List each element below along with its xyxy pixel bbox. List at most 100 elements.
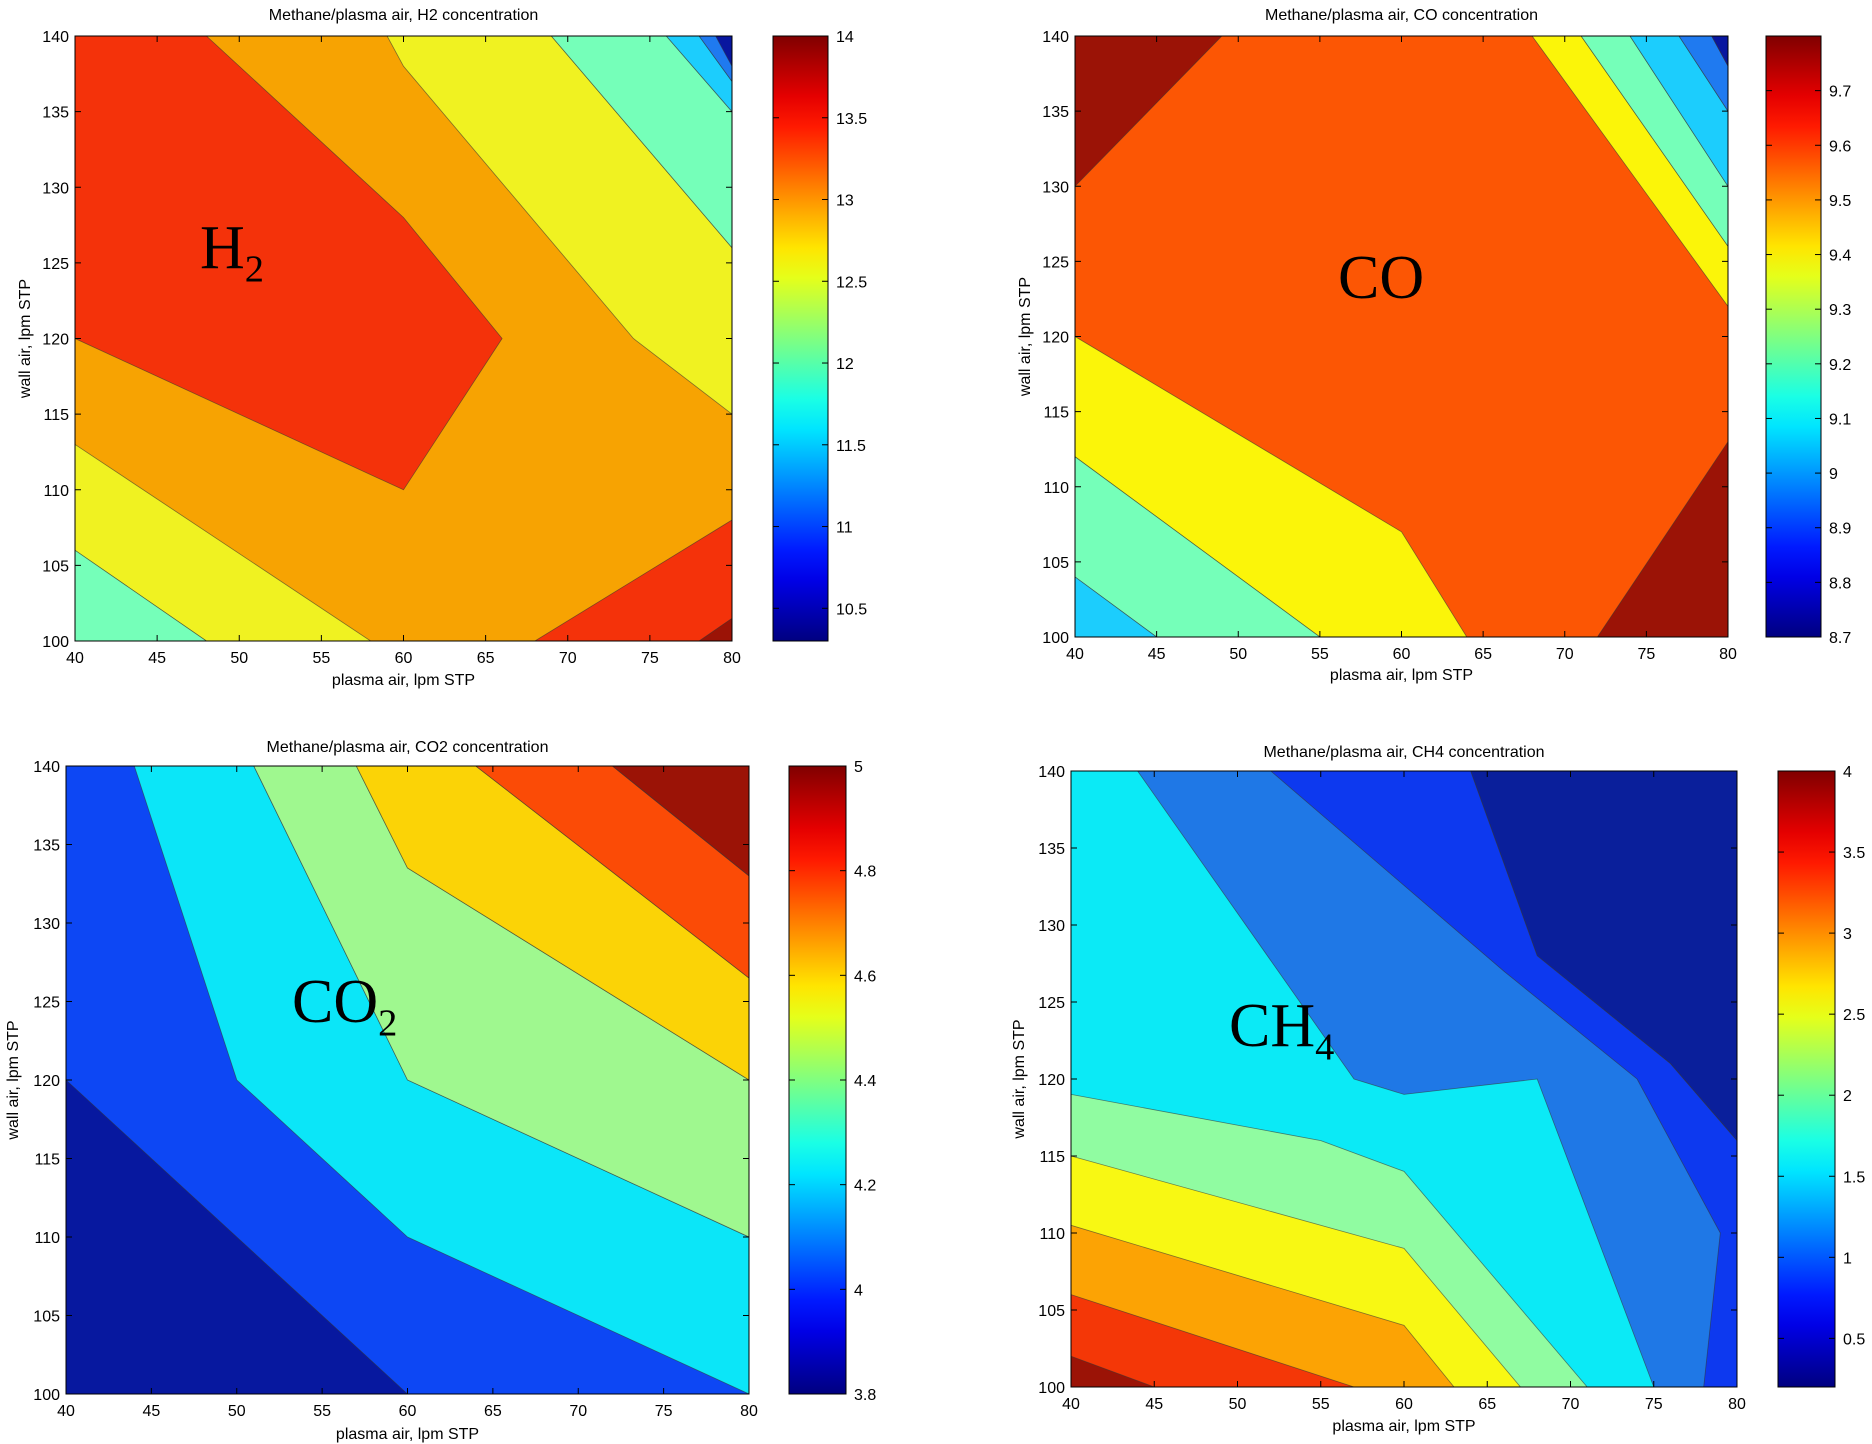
colorbar [1777,770,1836,1388]
x-tick-label: 55 [313,1403,331,1420]
y-tick-label: 135 [42,105,69,122]
x-tick-label: 60 [399,1403,417,1420]
colorbar-tick-label: 5 [854,759,863,776]
x-tick-label: 80 [1728,1396,1746,1413]
y-tick-label: 140 [1042,29,1069,46]
y-tick-label: 130 [33,916,60,933]
contour-region-10 [1711,36,1728,67]
colorbar-tick-label: 12 [836,356,854,373]
contour-region-3 [253,766,749,1238]
x-tick-label: 70 [1556,646,1574,663]
x-tick-label: 60 [395,650,413,667]
y-tick-label: 130 [42,180,69,197]
contour-region-6 [1531,36,1728,308]
y-tick-label: 105 [1038,1303,1065,1320]
x-tick-label: 70 [569,1403,587,1420]
y-tick-label: 100 [33,1387,60,1404]
x-tick-label: 65 [1478,1396,1496,1413]
y-tick-label: 135 [1038,841,1065,858]
x-tick-label: 80 [740,1403,758,1420]
y-tick-label: 110 [1043,480,1069,497]
y-tick-label: 125 [33,995,60,1012]
colorbar-tick-label: 4 [1843,764,1852,781]
colorbar-tick-label: 4.8 [854,864,876,881]
y-axis-label: wall air, lpm STP [5,1020,22,1140]
x-tick-label: 55 [1311,646,1329,663]
species-annotation: H2 [200,214,264,291]
contour-chart-4: 40 45 50 55 60 65 70 75 80 100 105 110 115 120 125 130 1… [1011,744,1865,1435]
contour-region-2 [1270,771,1737,1387]
colorbar-tick-label: 2 [1843,1088,1852,1105]
x-tick-label: 60 [1393,646,1411,663]
y-tick-label: 115 [34,1152,60,1169]
colorbar-tick-label: 0.5 [1843,1331,1865,1348]
colorbar-tick-label: 9.3 [1829,302,1851,319]
colorbar-tick-label: 9.6 [1829,138,1851,155]
y-tick-label: 125 [42,256,69,273]
x-axis-label: plasma air, lpm STP [1332,1418,1475,1435]
y-tick-label: 120 [42,332,69,349]
colorbar-tick-label: 1 [1843,1250,1852,1267]
colorbar-tick-label: 9.1 [1829,411,1851,428]
x-axis-label: plasma air, lpm STP [1330,667,1473,684]
contour-region-7 [1580,36,1728,247]
x-tick-label: 45 [1145,1396,1163,1413]
colorbar-tick-label: 9.4 [1829,248,1851,265]
colorbar-tick-label: 3 [1843,926,1852,943]
colorbar-tick-label: 1.5 [1843,1169,1865,1186]
y-tick-label: 115 [1043,405,1069,422]
y-tick-label: 105 [33,1309,60,1326]
contour-region-1 [1075,36,1223,187]
colorbar-tick-label: 9.5 [1829,193,1851,210]
contour-region-1 [75,36,503,491]
colorbar-tick-label: 9.7 [1829,84,1851,101]
contour-region-4 [1075,456,1321,637]
x-tick-label: 45 [148,650,166,667]
contour-region-2 [1596,440,1728,637]
x-tick-label: 45 [1148,646,1166,663]
y-axis-label: wall air, lpm STP [1011,1019,1028,1139]
y-tick-label: 125 [1042,254,1069,271]
y-tick-label: 120 [33,1073,60,1090]
x-axis-label: plasma air, lpm STP [336,1426,479,1443]
colorbar-tick-label: 8.9 [1829,521,1851,538]
species-annotation: CO [1338,244,1424,312]
y-tick-label: 105 [1042,555,1069,572]
x-tick-label: 50 [1229,1396,1247,1413]
x-axis-label: plasma air, lpm STP [332,672,475,689]
chart-title: Methane/plasma air, H2 concentration [269,7,538,24]
chart-title: Methane/plasma air, CO concentration [1265,7,1538,24]
colorbar-tick-label: 12.5 [836,274,867,291]
x-tick-label: 75 [1645,1396,1663,1413]
contour-region-8 [1071,1355,1155,1387]
y-tick-label: 115 [43,407,69,424]
colorbar-tick-label: 13 [836,193,854,210]
contour-region-4 [355,766,749,1081]
x-tick-label: 75 [641,650,659,667]
x-tick-label: 65 [484,1403,502,1420]
colorbar-tick-label: 2.5 [1843,1007,1865,1024]
x-tick-label: 40 [1062,1396,1080,1413]
x-tick-label: 60 [1395,1396,1413,1413]
y-tick-label: 140 [1038,764,1065,781]
colorbar-tick-label: 3.8 [854,1387,876,1404]
colorbar-tick-label: 9 [1829,466,1838,483]
species-annotation: CO2 [292,968,397,1045]
y-tick-label: 140 [33,759,60,776]
contour-region-9 [1678,36,1728,112]
x-tick-label: 50 [1229,646,1247,663]
contour-region-5 [475,766,749,979]
colorbar [1765,35,1822,638]
y-axis-label: wall air, lpm STP [17,279,34,399]
y-tick-label: 120 [1042,330,1069,347]
colorbar [788,765,847,1395]
chart-title: Methane/plasma air, CO2 concentration [267,739,549,756]
x-tick-label: 50 [230,650,248,667]
y-tick-label: 110 [34,1230,60,1247]
x-tick-label: 75 [655,1403,673,1420]
contour-region-3 [75,549,208,641]
y-tick-label: 130 [1042,179,1069,196]
contour-region-5 [1075,576,1158,637]
y-tick-label: 125 [1038,995,1065,1012]
colorbar-tick-label: 9.2 [1829,357,1851,374]
